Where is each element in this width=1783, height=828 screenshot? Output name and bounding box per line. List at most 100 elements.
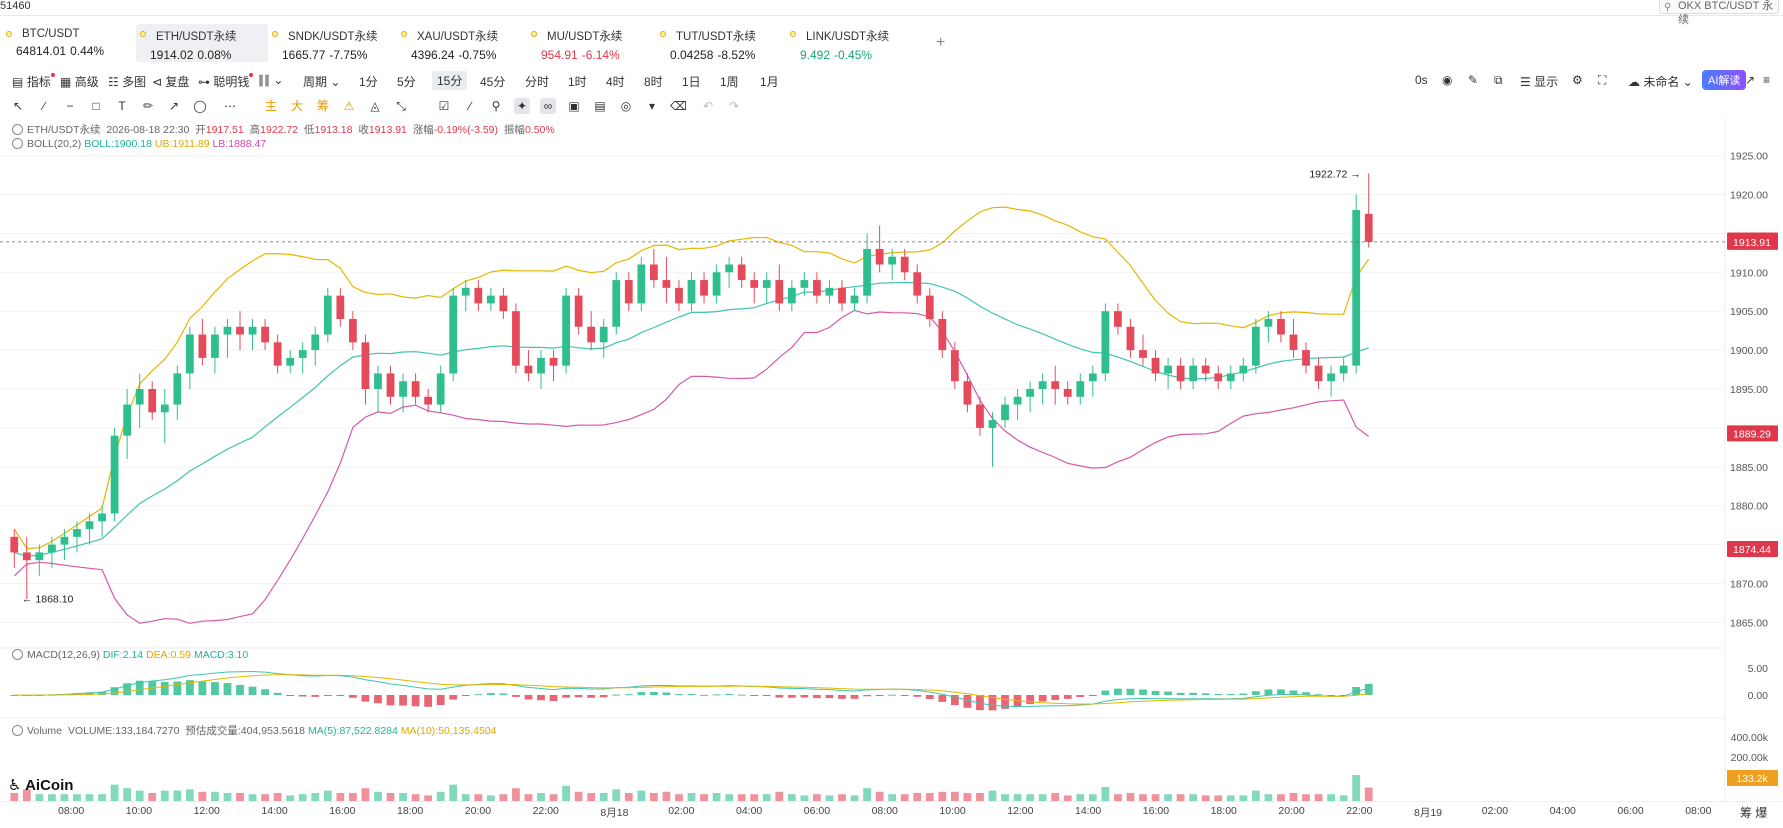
pen-icon[interactable]: ✎ xyxy=(1468,73,1479,87)
symbol-search-input[interactable]: ⚲ OKX BTC/USDT 永续 xyxy=(1659,0,1779,26)
time-tick: 08:00 xyxy=(1685,805,1712,817)
text-icon[interactable]: T xyxy=(118,99,126,113)
magnet-icon[interactable]: ✦ xyxy=(514,98,530,114)
ticker-tab-xau[interactable]: XAU/USDT永续 4396.24 -0.75% xyxy=(397,24,517,62)
redo-icon[interactable]: ↷ xyxy=(728,99,740,113)
eye-icon[interactable] xyxy=(12,649,23,660)
display-button[interactable]: ☰ 显示 xyxy=(1520,73,1558,90)
more-icon[interactable]: ⋯ xyxy=(224,99,236,113)
candle-body xyxy=(775,280,784,304)
amp-value: 0.50% xyxy=(524,124,555,136)
interval-1d[interactable]: 1日 xyxy=(682,75,701,89)
interval-15m[interactable]: 15分 xyxy=(432,71,468,90)
ticker-tab-link[interactable]: LINK/USDT永续 9.492 -0.45% xyxy=(786,24,908,62)
macd-bar xyxy=(1026,695,1035,705)
template-icon[interactable]: ▤ xyxy=(594,99,606,113)
volume-bar xyxy=(863,788,871,801)
rectangle-icon[interactable]: □ xyxy=(92,99,100,113)
price-tick: 1885.00 xyxy=(1730,462,1768,474)
volume-bar xyxy=(48,794,56,801)
interval-1mo[interactable]: 1月 xyxy=(760,75,779,89)
volume-bar xyxy=(1051,793,1060,801)
chart-type-dropdown[interactable]: ∥∥ ⌄ xyxy=(258,73,283,87)
candle-body xyxy=(1314,365,1323,382)
ticker-tab-tut[interactable]: TUT/USDT永续 0.04258 -8.52% xyxy=(656,24,776,62)
candle xyxy=(135,373,144,428)
candle-body xyxy=(725,264,734,273)
bookmark-icon[interactable]: ☑ xyxy=(438,99,450,113)
info-symbol: ETH/USDT永续 xyxy=(27,124,101,136)
multi-chart-button[interactable]: ☷ 多图 xyxy=(108,73,146,90)
candle-body xyxy=(123,404,132,436)
filter-icon[interactable]: ▾ xyxy=(648,99,656,113)
ai-interpret-button[interactable]: AI解读 xyxy=(1702,70,1747,90)
main-indicator-icon[interactable]: 主 xyxy=(264,99,277,113)
brush-icon[interactable]: ✏ xyxy=(142,99,154,113)
macd-bar xyxy=(1277,689,1285,695)
big-order-icon[interactable]: 大 xyxy=(290,99,303,113)
interval-8h[interactable]: 8时 xyxy=(644,75,663,89)
interval-4h[interactable]: 4时 xyxy=(606,75,625,89)
undo-icon[interactable]: ↶ xyxy=(702,99,714,113)
macd-bar xyxy=(1164,691,1172,695)
period-dropdown[interactable]: 周期 ⌄ xyxy=(303,73,340,90)
interval-1h[interactable]: 1时 xyxy=(568,75,587,89)
smart-money-button[interactable]: ⊶ 聪明钱 xyxy=(198,73,254,90)
candle-body xyxy=(48,544,56,553)
collapse-icon[interactable]: ≡ xyxy=(1763,73,1771,87)
compare-icon[interactable]: ◬ xyxy=(370,99,380,113)
macd-bar xyxy=(160,681,169,695)
advanced-button[interactable]: ▦ 高级 xyxy=(60,73,99,90)
eye-icon[interactable] xyxy=(12,725,23,736)
interval-1m[interactable]: 1分 xyxy=(359,75,378,89)
horizontal-line-icon[interactable]: − xyxy=(66,99,74,113)
ticker-tab-eth[interactable]: ETH/USDT永续 1914.02 0.08% xyxy=(136,24,268,62)
camera-icon[interactable]: ◉ xyxy=(1442,73,1453,87)
side-label[interactable]: 筹 爆 xyxy=(1740,806,1768,820)
delete-icon[interactable]: ⌫ xyxy=(670,99,687,113)
candle xyxy=(1051,365,1060,405)
ruler-icon[interactable]: ∕ xyxy=(468,99,471,113)
hide-icon[interactable]: ◎ xyxy=(620,99,632,113)
candle xyxy=(110,427,119,522)
replay-button[interactable]: ⊲ 复盘 xyxy=(152,73,189,90)
zoom-icon[interactable]: ⚲ xyxy=(491,99,501,113)
candle-body xyxy=(160,404,169,413)
eye-icon[interactable] xyxy=(12,138,23,149)
ticker-tab-mu[interactable]: MU/USDT永续 954.91 -6.14% xyxy=(527,24,647,62)
volume-bar xyxy=(1302,794,1310,801)
interval-1w[interactable]: 1周 xyxy=(720,75,739,89)
lock-icon[interactable]: ▣ xyxy=(568,99,580,113)
layout-name-dropdown[interactable]: ☁ 未命名 ⌄ xyxy=(1628,73,1693,90)
volume-bar xyxy=(123,788,132,801)
share-icon[interactable]: ↗ xyxy=(1745,73,1756,87)
chip-icon[interactable]: 筹 xyxy=(316,99,329,113)
arrow-icon[interactable]: ↗ xyxy=(168,99,180,113)
interval-45m[interactable]: 45分 xyxy=(480,75,506,89)
candle xyxy=(1277,311,1285,343)
ticker-tab-sndk[interactable]: SNDK/USDT永续 1665.77 -7.75% xyxy=(268,24,388,62)
link-icon[interactable]: ∞ xyxy=(540,98,556,114)
candle xyxy=(198,318,207,366)
candle xyxy=(399,373,407,413)
candle-body xyxy=(925,295,934,319)
ticker-tab-btc[interactable]: BTC/USDT 64814.01 0.44% xyxy=(2,24,124,62)
indicators-button[interactable]: ▤ 指标 xyxy=(12,73,55,90)
macd-bar xyxy=(185,680,194,695)
add-tab-button[interactable]: + xyxy=(936,34,946,51)
settings-icon[interactable]: ⚙ xyxy=(1572,73,1583,87)
ellipse-icon[interactable]: ◯ xyxy=(193,99,207,113)
interval-timeshare[interactable]: 分时 xyxy=(525,75,550,89)
copy-icon[interactable]: ⧉ xyxy=(1494,73,1503,87)
time-tick: 12:00 xyxy=(193,805,220,817)
trendline-icon[interactable]: ∕ xyxy=(42,99,45,113)
interval-5m[interactable]: 5分 xyxy=(397,75,416,89)
eye-icon[interactable] xyxy=(12,124,23,135)
candle-body xyxy=(148,389,157,413)
measure-icon[interactable]: ⤡ xyxy=(396,99,406,113)
alert-icon[interactable]: ⚠ xyxy=(343,99,355,113)
fullscreen-icon[interactable]: ⛶ xyxy=(1598,73,1607,87)
cursor-icon[interactable]: ↖ xyxy=(12,99,24,113)
macd-bar xyxy=(486,693,495,695)
